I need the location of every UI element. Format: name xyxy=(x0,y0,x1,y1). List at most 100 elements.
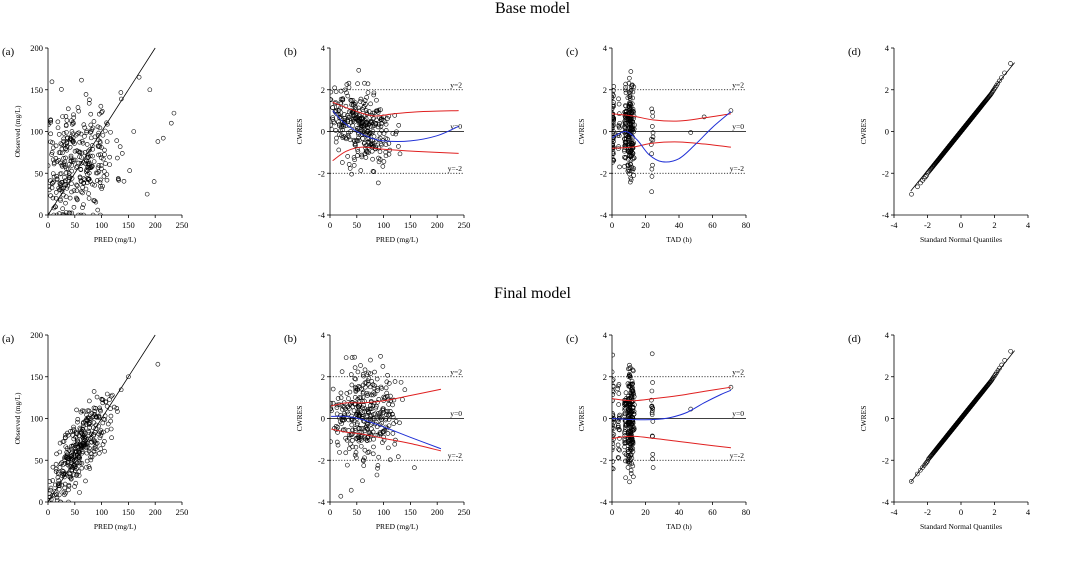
data-point xyxy=(76,212,81,215)
y-tick-label: -4 xyxy=(882,497,890,507)
data-point xyxy=(72,484,77,489)
data-point xyxy=(398,379,404,385)
data-points xyxy=(909,348,1013,484)
data-point xyxy=(372,141,377,146)
data-point xyxy=(629,84,634,90)
x-tick-label: 2 xyxy=(992,507,996,517)
data-point xyxy=(616,122,622,128)
data-point xyxy=(92,408,98,414)
data-point xyxy=(69,210,75,215)
data-point xyxy=(381,159,387,164)
data-point xyxy=(83,422,89,428)
data-point xyxy=(345,462,350,468)
data-point xyxy=(358,168,364,173)
reference-line xyxy=(47,47,156,216)
data-point xyxy=(384,390,390,396)
y-tick-label: 4 xyxy=(885,330,890,340)
data-point xyxy=(87,147,93,152)
data-point xyxy=(924,460,929,465)
data-point xyxy=(412,465,417,470)
data-point xyxy=(363,145,368,151)
data-point xyxy=(397,420,402,426)
x-tick-label: 0 xyxy=(328,507,332,517)
data-point xyxy=(82,150,88,155)
data-point xyxy=(616,427,622,432)
data-point xyxy=(390,131,396,136)
data-point xyxy=(390,414,396,420)
data-point xyxy=(393,131,399,137)
data-point xyxy=(93,426,99,431)
data-point xyxy=(1008,61,1013,66)
data-point xyxy=(64,446,70,451)
data-point xyxy=(53,461,59,467)
upper-band-line xyxy=(330,388,442,407)
data-point xyxy=(54,451,59,457)
data-point xyxy=(88,179,93,184)
data-point xyxy=(909,191,914,197)
data-point xyxy=(81,439,86,445)
data-point xyxy=(615,442,621,448)
data-point xyxy=(79,77,84,83)
data-point xyxy=(360,107,365,112)
data-point xyxy=(78,166,84,172)
data-point xyxy=(622,433,628,439)
data-point xyxy=(343,103,349,109)
x-tick-label: 100 xyxy=(95,507,108,517)
y-tick-label: 4 xyxy=(321,330,326,340)
data-point xyxy=(630,95,635,101)
data-point xyxy=(66,499,71,502)
data-point xyxy=(330,408,334,414)
data-point xyxy=(96,450,102,456)
data-point xyxy=(126,374,131,380)
data-point xyxy=(617,447,622,453)
data-point xyxy=(86,430,91,435)
x-tick-label: 200 xyxy=(149,507,162,517)
data-point xyxy=(349,422,355,428)
data-point xyxy=(98,446,103,451)
data-point xyxy=(50,157,56,163)
data-point xyxy=(616,111,622,117)
data-point xyxy=(359,121,364,127)
data-point xyxy=(612,158,617,163)
data-point xyxy=(383,417,388,423)
data-point xyxy=(386,445,391,451)
data-point xyxy=(127,168,132,173)
data-point xyxy=(335,396,341,401)
data-point xyxy=(344,437,350,443)
data-point xyxy=(353,444,359,450)
data-point xyxy=(48,485,54,491)
data-point xyxy=(612,84,617,89)
data-point xyxy=(330,400,334,406)
data-point xyxy=(364,390,369,396)
data-point xyxy=(617,125,622,131)
data-point xyxy=(80,190,85,196)
data-point xyxy=(70,131,76,137)
data-point xyxy=(68,153,74,159)
data-point xyxy=(59,179,64,185)
data-point xyxy=(995,81,1001,86)
data-point xyxy=(89,454,95,460)
data-point xyxy=(390,402,395,408)
data-point xyxy=(625,453,631,459)
panel-label: (d) xyxy=(848,333,861,345)
data-point xyxy=(104,139,110,144)
reference-line xyxy=(910,62,1015,192)
data-point xyxy=(378,353,383,359)
data-point xyxy=(361,463,367,468)
data-point xyxy=(352,141,358,146)
data-point xyxy=(630,89,636,95)
data-point xyxy=(86,436,92,442)
trend-line xyxy=(612,111,732,163)
data-point xyxy=(649,351,655,357)
data-point xyxy=(377,431,383,437)
data-points xyxy=(48,361,161,502)
data-point xyxy=(346,80,352,86)
data-point xyxy=(388,398,394,403)
data-point xyxy=(168,120,174,126)
lower-band-line xyxy=(332,146,459,162)
data-point xyxy=(56,492,62,498)
data-point xyxy=(338,395,344,401)
panel-label: (a) xyxy=(2,46,15,58)
data-point xyxy=(362,80,367,86)
data-point xyxy=(75,438,81,444)
